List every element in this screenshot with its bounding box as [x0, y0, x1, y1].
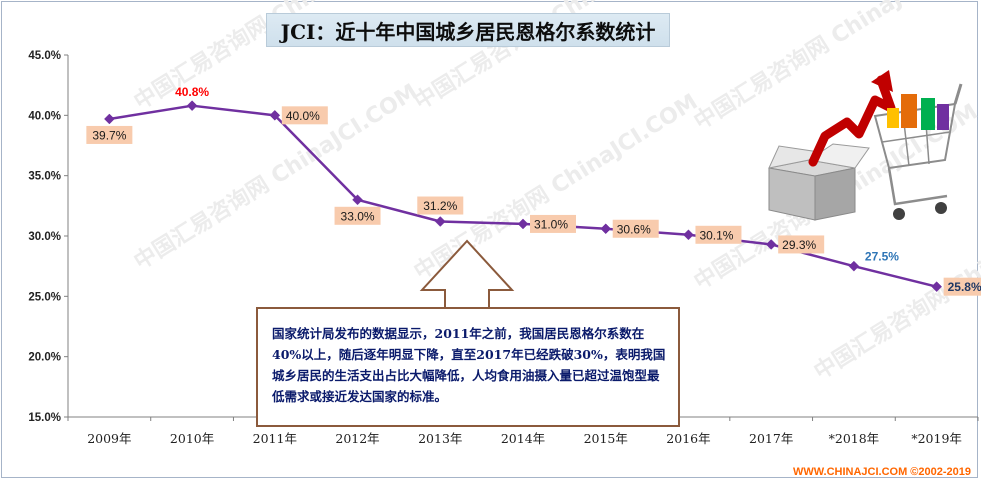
data-point-marker — [269, 109, 281, 121]
data-label: 31.2% — [423, 199, 457, 213]
data-label: 31.0% — [534, 217, 568, 231]
y-tick-label: 20.0% — [28, 352, 61, 364]
x-tick-label: 2011年 — [253, 431, 297, 446]
data-point-marker — [683, 229, 694, 241]
x-tick-label: *2019年 — [911, 431, 962, 446]
x-tick-label: 2014年 — [501, 431, 545, 446]
y-tick-label: 25.0% — [28, 291, 61, 303]
data-point-marker — [104, 113, 115, 125]
note-text: 国家统计局发布的数据显示，2011年之前，我国居民恩格尔系数在40%以上，随后逐… — [256, 307, 680, 427]
data-label: 40.0% — [286, 109, 320, 123]
data-label-bg — [943, 277, 981, 296]
chart-title: JCI：近十年中国城乡居民恩格尔系数统计 — [266, 13, 670, 47]
data-labels: 39.7% 40.8% 40.0% 33.0% 31.2% 31.0% 30.6% 30.1%… — [86, 85, 981, 296]
data-point-marker — [848, 260, 860, 272]
shopping-cart-illustration — [768, 70, 963, 221]
data-label: 30.6% — [617, 222, 651, 236]
x-tick-label: 2017年 — [749, 431, 793, 446]
data-point-marker — [352, 194, 363, 206]
data-point-marker — [931, 281, 942, 293]
y-tick-label: 45.0% — [28, 50, 61, 62]
x-tick-label: *2018年 — [829, 431, 880, 446]
data-point-marker — [434, 216, 446, 227]
data-label: 25.8% — [948, 280, 981, 294]
data-label-bg — [778, 235, 825, 254]
data-label-bg — [334, 206, 381, 225]
x-tick-label: 2009年 — [87, 431, 131, 446]
y-tick-label: 40.0% — [28, 110, 61, 122]
data-label-bg — [612, 219, 659, 238]
data-label: 29.3% — [782, 238, 816, 252]
data-label-bg — [530, 214, 576, 233]
data-label: 40.8% — [175, 85, 209, 99]
data-label: 27.5% — [865, 250, 899, 264]
data-point-marker — [517, 218, 529, 230]
data-label: 39.7% — [92, 128, 126, 142]
footer-copyright: WWW.CHINAJCI.COM ©2002-2019 — [792, 466, 971, 478]
x-tick-label: 2010年 — [170, 431, 214, 446]
x-tick-label: 2013年 — [418, 431, 462, 446]
data-label: 30.1% — [699, 228, 733, 242]
data-label-bg — [417, 196, 464, 215]
x-tick-label: 2016年 — [666, 431, 710, 446]
y-tick-label: 30.0% — [28, 231, 61, 243]
data-point-marker — [186, 100, 198, 112]
x-tick-label: 2015年 — [584, 431, 628, 446]
data-point-marker — [600, 223, 612, 235]
data-label-bg — [695, 225, 742, 244]
y-tick-label: 15.0% — [28, 412, 61, 424]
data-label-bg — [86, 125, 133, 144]
y-tick-label: 35.0% — [28, 171, 61, 183]
data-label-bg — [281, 106, 328, 125]
chart-axes: 15.0% 20.0% 25.0% 30.0% 35.0% 40.0% 45.0% 2009年… — [28, 50, 979, 446]
data-label: 33.0% — [341, 209, 375, 223]
data-point-marker — [765, 239, 777, 250]
x-tick-label: 2012年 — [335, 431, 379, 446]
